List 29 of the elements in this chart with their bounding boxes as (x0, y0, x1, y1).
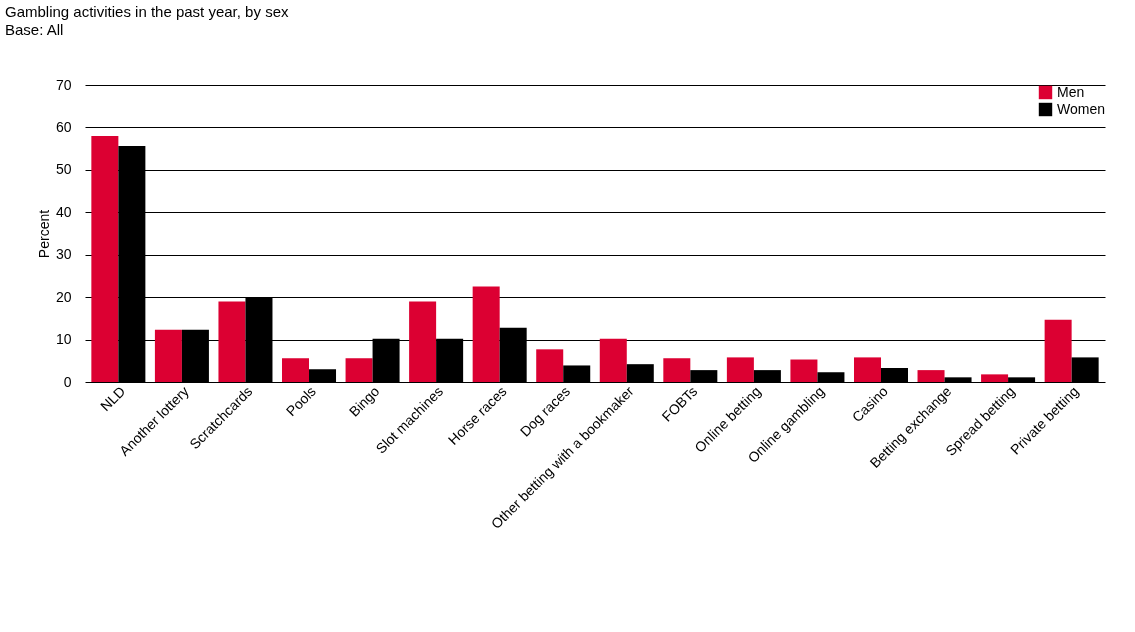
bar (790, 359, 818, 382)
bar (218, 301, 246, 382)
legend-label: Men (1057, 83, 1085, 100)
bar (853, 357, 881, 382)
y-tick-label: 60 (55, 118, 72, 135)
bar (981, 374, 1009, 382)
y-axis-title: Percent (35, 209, 52, 259)
bar (726, 357, 754, 382)
chart-title: Gambling activities in the past year, by sex (5, 3, 289, 20)
y-tick-label: 70 (55, 76, 72, 93)
bar (409, 301, 437, 382)
y-tick-label: 0 (63, 373, 72, 390)
y-tick-label: 20 (55, 288, 72, 305)
chart-subtitle: Base: All (5, 21, 64, 38)
legend-label: Women (1057, 100, 1105, 117)
bar (663, 358, 691, 382)
y-tick-label: 30 (55, 246, 72, 263)
bar (536, 349, 564, 382)
bar (472, 286, 500, 382)
bar (282, 358, 310, 382)
y-tick-label: 10 (55, 331, 72, 348)
bar (1044, 319, 1072, 382)
bar (154, 329, 182, 382)
bar (345, 358, 373, 382)
bar (91, 135, 119, 382)
y-tick-label: 50 (55, 161, 72, 178)
bar (599, 338, 627, 382)
y-tick-label: 40 (55, 203, 72, 220)
bar (917, 370, 945, 382)
